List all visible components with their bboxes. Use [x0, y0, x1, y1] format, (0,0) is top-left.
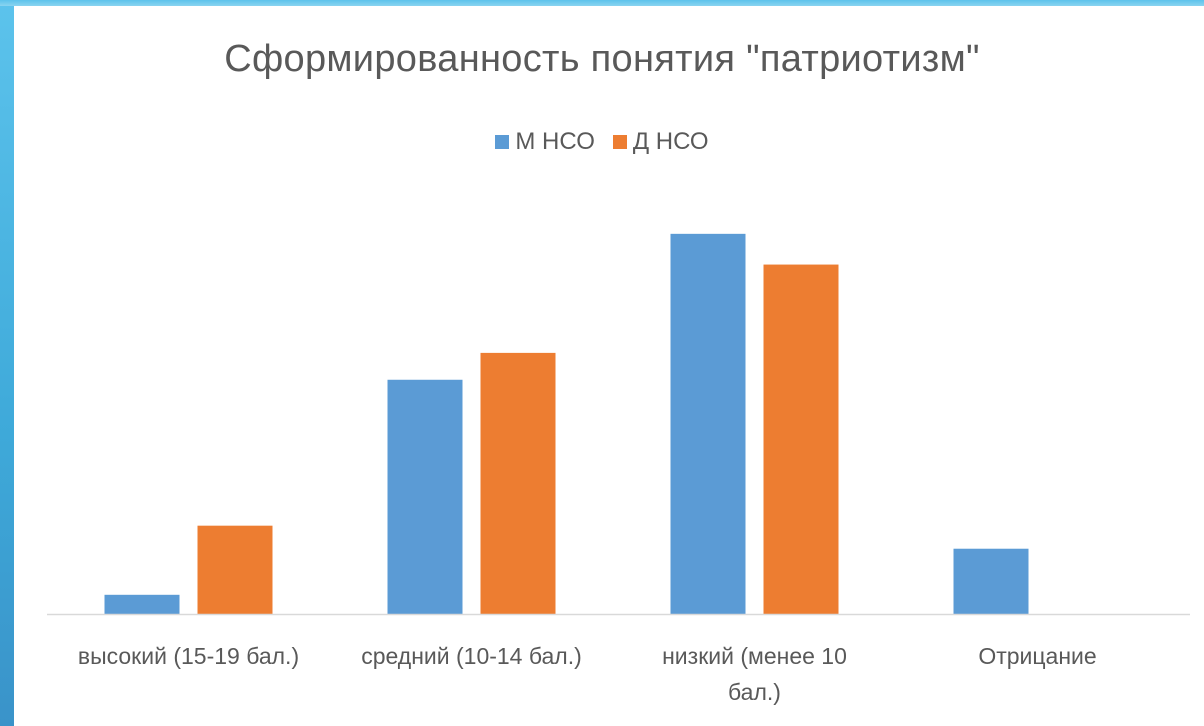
slide-top-border — [0, 0, 1204, 6]
legend-label-series-0: М НСО — [515, 128, 595, 155]
slide-left-border — [0, 0, 14, 726]
category-label-1: средний (10-14 бал.) — [361, 643, 582, 669]
category-label-3-line-0: Отрицание — [978, 643, 1096, 669]
category-label-2-line-1: бал.) — [728, 679, 781, 705]
legend-item-series-0: М НСО — [495, 128, 595, 156]
bar-series-0-category-0 — [104, 594, 180, 614]
legend-item-series-1: Д НСО — [612, 128, 709, 156]
bar-series-0-category-3 — [953, 548, 1029, 614]
bar-series-1-category-2 — [763, 264, 839, 614]
legend-swatch-series-1 — [612, 135, 627, 149]
bar-series-0-category-2 — [670, 233, 746, 614]
legend-label-series-1: Д НСО — [632, 128, 709, 155]
category-label-3: Отрицание — [978, 643, 1096, 669]
chart-title: Сформированность понятия "патриотизм" — [224, 38, 980, 80]
bar-series-1-category-1 — [480, 352, 556, 614]
bar-series-1-category-0 — [197, 525, 273, 614]
category-label-0: высокий (15-19 бал.) — [78, 643, 299, 669]
category-label-1-line-0: средний (10-14 бал.) — [361, 643, 582, 669]
bar-series-0-category-1 — [387, 379, 463, 614]
category-label-2-line-0: низкий (менее 10 — [662, 643, 847, 669]
legend-swatch-series-0 — [495, 135, 510, 149]
category-label-2: низкий (менее 10 бал.) — [662, 643, 847, 705]
category-label-0-line-0: высокий (15-19 бал.) — [78, 643, 299, 669]
chart-legend: М НСО Д НСО — [0, 128, 1204, 156]
